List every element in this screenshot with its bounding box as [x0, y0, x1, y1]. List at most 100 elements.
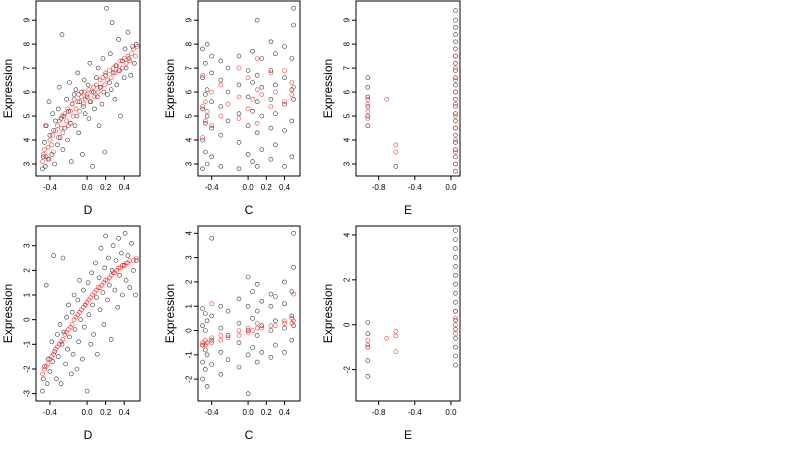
- observed-point: [76, 130, 81, 136]
- observed-point: [204, 161, 210, 167]
- fitted-point: [42, 147, 47, 152]
- fitted-point: [105, 77, 110, 83]
- y-tick-label: 7: [343, 65, 352, 70]
- plot-frame: [35, 225, 141, 402]
- observed-point: [236, 364, 242, 370]
- fitted-point: [250, 97, 255, 102]
- observed-point: [204, 87, 210, 92]
- y-tick-label: 4: [185, 231, 194, 236]
- fitted-point: [203, 118, 208, 124]
- observed-point: [200, 376, 205, 382]
- observed-point: [127, 285, 133, 290]
- x-tick-label: 0.0: [82, 408, 94, 417]
- x-axis-label: C: [245, 203, 254, 217]
- observed-point: [61, 329, 67, 335]
- observed-point: [94, 75, 99, 80]
- fitted-point: [204, 109, 210, 114]
- y-tick-label: 5: [343, 113, 352, 118]
- observed-point: [51, 253, 56, 258]
- observed-point: [453, 228, 458, 233]
- fitted-point: [282, 320, 287, 326]
- fitted-point: [393, 142, 399, 148]
- observed-point: [203, 121, 208, 126]
- observed-point: [41, 154, 46, 160]
- y-tick-label: 0: [185, 328, 194, 333]
- observed-point: [133, 292, 138, 298]
- fitted-point: [92, 94, 97, 100]
- y-tick-label: 4: [185, 137, 194, 142]
- observed-point: [250, 80, 255, 85]
- observed-point: [291, 97, 296, 102]
- y-tick-label: 3: [23, 243, 32, 248]
- fitted-point: [365, 342, 371, 348]
- fitted-point: [56, 118, 62, 124]
- fitted-point: [69, 322, 75, 327]
- observed-point: [209, 125, 214, 131]
- observed-point: [42, 140, 47, 145]
- x-tick-label: 0.2: [261, 183, 273, 192]
- fitted-point: [107, 68, 112, 73]
- y-tick-label: 6: [343, 89, 352, 94]
- observed-point: [81, 287, 86, 293]
- observed-point: [200, 106, 205, 112]
- observed-point: [131, 268, 136, 273]
- observed-point: [453, 344, 458, 350]
- fitted-point: [131, 258, 136, 263]
- fitted-point: [393, 349, 399, 354]
- plot-frame: [35, 0, 141, 177]
- fitted-point: [55, 123, 60, 128]
- fitted-point: [110, 65, 116, 71]
- fitted-point: [453, 308, 458, 314]
- observed-point: [76, 339, 81, 345]
- observed-point: [250, 345, 255, 350]
- y-tick-label: 5: [23, 113, 32, 118]
- y-tick-label: 8: [23, 41, 32, 46]
- fitted-point: [268, 70, 274, 76]
- observed-point: [453, 111, 458, 116]
- x-tick-label: -0.4: [43, 183, 57, 192]
- observed-point: [126, 56, 132, 61]
- fitted-point: [453, 53, 458, 59]
- observed-point: [200, 323, 205, 329]
- observed-point: [218, 58, 224, 64]
- fitted-point: [60, 337, 66, 342]
- observed-point: [105, 297, 110, 303]
- observed-point: [55, 354, 61, 359]
- scatter-panel-4: -0.4 0.0 0.2 0.4 -3 -2 -1 0 1 2 3 D Expression: [1, 225, 141, 442]
- observed-point: [45, 356, 51, 362]
- observed-point: [105, 92, 110, 97]
- observed-point: [203, 149, 208, 155]
- observed-point: [218, 371, 224, 377]
- observed-point: [268, 97, 274, 102]
- x-tick-label: 0.4: [119, 183, 131, 192]
- observed-point: [453, 97, 458, 102]
- observed-point: [60, 147, 66, 152]
- scatter-panel-6: -0.8 -0.4 0.0 -2 0 2 4 E Expression: [321, 225, 461, 442]
- y-tick-label: 3: [185, 161, 194, 166]
- fitted-point: [453, 89, 458, 95]
- observed-point: [245, 123, 251, 128]
- observed-point: [236, 320, 242, 326]
- observed-point: [245, 274, 251, 280]
- observed-point: [453, 140, 458, 145]
- fitted-point: [75, 99, 81, 104]
- observed-point: [88, 341, 94, 347]
- observed-point: [289, 118, 295, 124]
- y-tick-label: 9: [343, 17, 352, 22]
- fitted-point: [204, 340, 210, 346]
- observed-point: [122, 231, 128, 236]
- fitted-point: [55, 135, 61, 140]
- observed-point: [291, 22, 296, 28]
- fitted-point: [112, 70, 118, 76]
- observed-point: [254, 99, 260, 104]
- observed-point: [282, 164, 287, 169]
- observed-point: [88, 99, 94, 104]
- y-tick-label: 2: [185, 279, 194, 284]
- fitted-point: [268, 104, 274, 109]
- fitted-point: [50, 132, 56, 138]
- fitted-point: [134, 255, 139, 261]
- observed-point: [250, 109, 255, 114]
- observed-point: [123, 277, 129, 283]
- observed-point: [117, 272, 122, 278]
